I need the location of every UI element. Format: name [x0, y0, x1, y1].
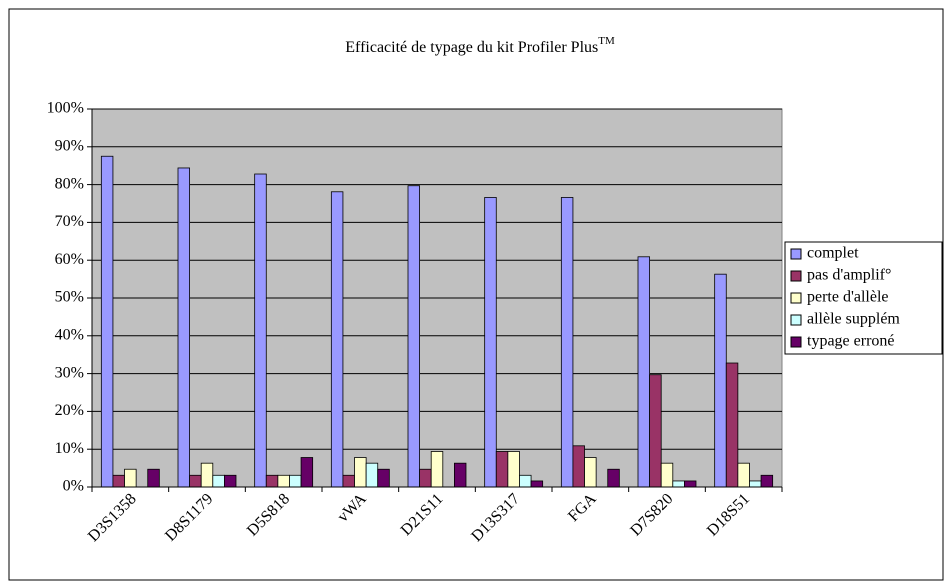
legend-label: allèle supplém — [807, 311, 900, 328]
bar — [200, 462, 214, 488]
bar — [560, 197, 574, 488]
bar — [649, 374, 662, 488]
bar — [725, 362, 739, 488]
bar — [660, 462, 674, 488]
bar — [453, 462, 467, 488]
bar — [519, 474, 532, 488]
bar — [124, 468, 137, 488]
bar — [714, 273, 727, 488]
y-tick-label: 30% — [55, 364, 84, 381]
y-tick-label: 0% — [63, 478, 84, 495]
bar — [254, 173, 267, 488]
y-tick-label: 80% — [55, 175, 84, 192]
bar — [365, 462, 379, 488]
y-tick-label: 100% — [47, 100, 84, 117]
bar — [100, 155, 114, 488]
y-tick-label: 60% — [55, 251, 84, 268]
legend-label: typage erroné — [807, 333, 895, 350]
legend-swatch — [790, 336, 802, 348]
legend-swatch — [790, 270, 802, 282]
bar — [530, 480, 544, 488]
bar — [507, 451, 520, 488]
bar — [354, 457, 367, 488]
bar — [342, 474, 355, 488]
bar — [112, 474, 125, 488]
bar — [330, 191, 344, 488]
bar — [300, 457, 314, 488]
legend-box — [784, 241, 943, 355]
bar — [637, 256, 651, 488]
bar — [430, 451, 444, 488]
bar — [584, 457, 597, 488]
bar — [147, 468, 160, 488]
bar — [495, 451, 509, 488]
bar — [760, 474, 774, 488]
legend-label: pas d'amplif° — [807, 267, 891, 284]
bar — [737, 462, 750, 488]
y-tick-label: 40% — [55, 326, 84, 343]
bar — [684, 480, 697, 488]
y-tick-label: 90% — [55, 137, 84, 154]
legend-label: complet — [807, 245, 859, 262]
y-tick-label: 10% — [55, 440, 84, 457]
bar — [212, 474, 225, 488]
bar — [572, 445, 585, 488]
bar — [289, 474, 302, 488]
legend-swatch — [790, 292, 802, 304]
bar — [672, 480, 685, 488]
chart-title: Efficacité de typage du kit Profiler Plu… — [345, 35, 615, 56]
legend-label: perte d'allèle — [807, 289, 889, 306]
title-superscript: TM — [598, 35, 615, 47]
bar — [377, 468, 390, 488]
legend-swatch — [790, 314, 802, 326]
title-main: Efficacité de typage du kit Profiler Plu… — [345, 39, 598, 56]
bar — [277, 474, 290, 488]
y-tick-label: 20% — [55, 402, 84, 419]
bar — [749, 480, 762, 488]
bar — [265, 474, 279, 488]
bar — [419, 468, 432, 488]
bar — [189, 474, 202, 488]
bar — [177, 167, 191, 488]
y-tick-label: 70% — [55, 213, 84, 230]
y-tick-label: 50% — [55, 289, 84, 306]
bar — [484, 197, 497, 488]
bar — [407, 185, 421, 488]
bar — [607, 468, 620, 488]
bar — [223, 474, 237, 488]
legend-swatch — [790, 248, 802, 260]
